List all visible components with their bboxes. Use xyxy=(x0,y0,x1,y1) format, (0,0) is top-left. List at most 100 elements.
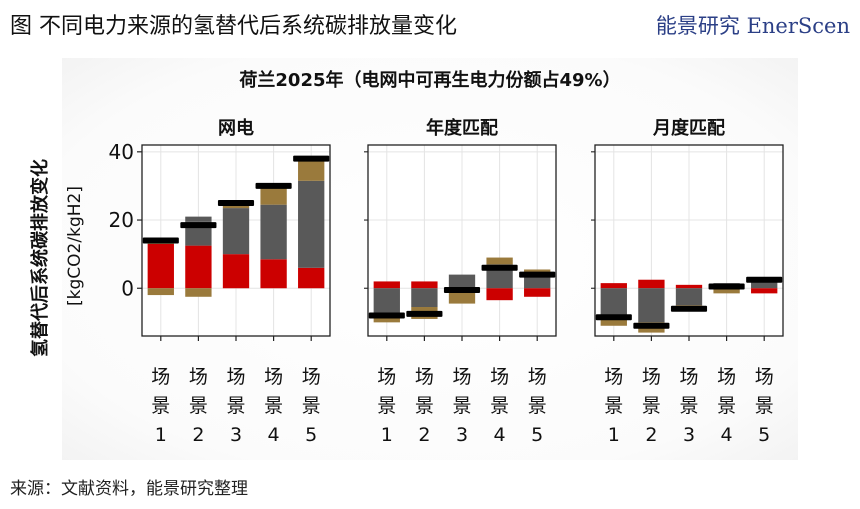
x-tick-label: 3 xyxy=(683,424,695,446)
x-tick-label: 5 xyxy=(305,424,317,446)
net-change-marker xyxy=(633,322,670,329)
bar-segment-brown xyxy=(486,257,513,265)
x-tick-label: 1 xyxy=(155,424,167,446)
bar-segment-grey xyxy=(751,279,778,289)
x-tick-label: 景 xyxy=(490,395,509,417)
bar-segment-brown xyxy=(260,187,287,205)
bar-segment-grey xyxy=(185,216,212,222)
net-change-marker xyxy=(708,283,745,290)
bar-segment-brown xyxy=(147,288,174,296)
bar-segment-brown xyxy=(600,317,627,326)
x-tick-label: 景 xyxy=(415,395,434,417)
x-tick-label: 1 xyxy=(608,424,620,446)
x-tick-label: 5 xyxy=(758,424,770,446)
bar-segment-red xyxy=(411,281,438,289)
net-change-marker xyxy=(217,199,255,206)
net-change-marker xyxy=(180,222,217,229)
bar-segment-red xyxy=(373,281,400,289)
x-tick-label: 场 xyxy=(189,366,208,388)
x-tick-label: 场 xyxy=(528,366,547,388)
bar-segment-grey xyxy=(411,288,438,308)
x-tick-label: 场 xyxy=(377,366,396,388)
x-tick-label: 景 xyxy=(452,395,471,417)
bar-segment-red xyxy=(260,259,287,289)
x-tick-label: 4 xyxy=(721,424,733,446)
x-tick-label: 4 xyxy=(494,424,506,446)
net-change-marker xyxy=(746,276,783,283)
bar-segment-red xyxy=(486,288,513,301)
bar-segment-red xyxy=(222,254,250,289)
bar-segment-grey xyxy=(600,288,627,318)
x-tick-label: 场 xyxy=(264,366,283,388)
panel-title: 网电 xyxy=(218,117,254,139)
x-tick-label: 场 xyxy=(755,366,774,388)
bar-segment-grey xyxy=(638,288,665,323)
x-tick-label: 3 xyxy=(456,424,468,446)
net-change-marker xyxy=(670,305,708,312)
x-tick-label: 场 xyxy=(717,366,736,388)
bar-segment-red xyxy=(147,243,174,289)
x-tick-label: 3 xyxy=(230,424,242,446)
figure-title: 图 不同电力来源的氢替代后系统碳排放量变化 xyxy=(10,14,457,39)
x-tick-label: 景 xyxy=(755,395,774,417)
bar-segment-grey xyxy=(260,204,287,260)
bar-segment-grey xyxy=(373,288,400,314)
net-change-marker xyxy=(406,310,443,317)
bar-segment-brown xyxy=(185,288,212,297)
x-tick-label: 5 xyxy=(531,424,543,446)
net-change-marker xyxy=(519,271,556,278)
bar-segment-brown xyxy=(524,269,551,273)
x-tick-label: 2 xyxy=(192,424,204,446)
x-tick-label: 景 xyxy=(604,395,623,417)
x-tick-label: 场 xyxy=(151,366,170,388)
x-tick-label: 2 xyxy=(645,424,657,446)
y-tick-label: 20 xyxy=(109,208,134,232)
net-change-marker xyxy=(481,264,518,271)
brand-logo-text: 能景研究 EnerScen xyxy=(655,14,850,38)
x-tick-label: 场 xyxy=(302,366,321,388)
bar-segment-red xyxy=(751,288,778,294)
x-tick-label: 景 xyxy=(679,395,698,417)
panel-title: 年度匹配 xyxy=(426,117,498,139)
panel-title: 月度匹配 xyxy=(652,117,725,139)
x-tick-label: 景 xyxy=(264,395,283,417)
bar-segment-red xyxy=(600,283,627,289)
x-tick-label: 景 xyxy=(642,395,661,417)
x-tick-label: 4 xyxy=(268,424,280,446)
bar-segment-red xyxy=(185,245,212,289)
bar-segment-grey xyxy=(298,180,325,268)
bar-segment-red xyxy=(298,267,325,289)
x-tick-label: 场 xyxy=(452,366,471,388)
x-tick-label: 景 xyxy=(377,395,396,417)
x-tick-label: 场 xyxy=(642,366,661,388)
y-tick-label: 0 xyxy=(121,276,134,300)
net-change-marker xyxy=(443,286,481,293)
net-change-marker xyxy=(368,312,405,319)
x-tick-label: 景 xyxy=(189,395,208,417)
bar-segment-red xyxy=(638,279,665,289)
bar-segment-brown xyxy=(298,158,325,181)
y-axis-unit: [kgCO2/kgH2] xyxy=(65,186,85,306)
x-tick-label: 场 xyxy=(604,366,623,388)
bar-segment-red xyxy=(524,288,551,297)
bar-segment-grey xyxy=(448,274,476,289)
y-axis-label: 氢替代后系统碳排放变化 xyxy=(29,159,51,357)
y-tick-label: 40 xyxy=(109,140,134,164)
x-tick-label: 景 xyxy=(151,395,170,417)
x-tick-label: 景 xyxy=(302,395,321,417)
bar-segment-red xyxy=(675,284,703,289)
source-note: 来源：文献资料，能景研究整理 xyxy=(10,479,248,499)
bar-segment-brown xyxy=(713,288,740,294)
x-tick-label: 2 xyxy=(418,424,430,446)
x-tick-label: 景 xyxy=(528,395,547,417)
net-change-marker xyxy=(595,314,632,321)
net-change-marker xyxy=(255,182,292,189)
x-tick-label: 场 xyxy=(226,366,245,388)
bar-segment-grey xyxy=(222,208,250,255)
bar-segment-grey xyxy=(675,288,703,306)
x-tick-label: 景 xyxy=(717,395,736,417)
